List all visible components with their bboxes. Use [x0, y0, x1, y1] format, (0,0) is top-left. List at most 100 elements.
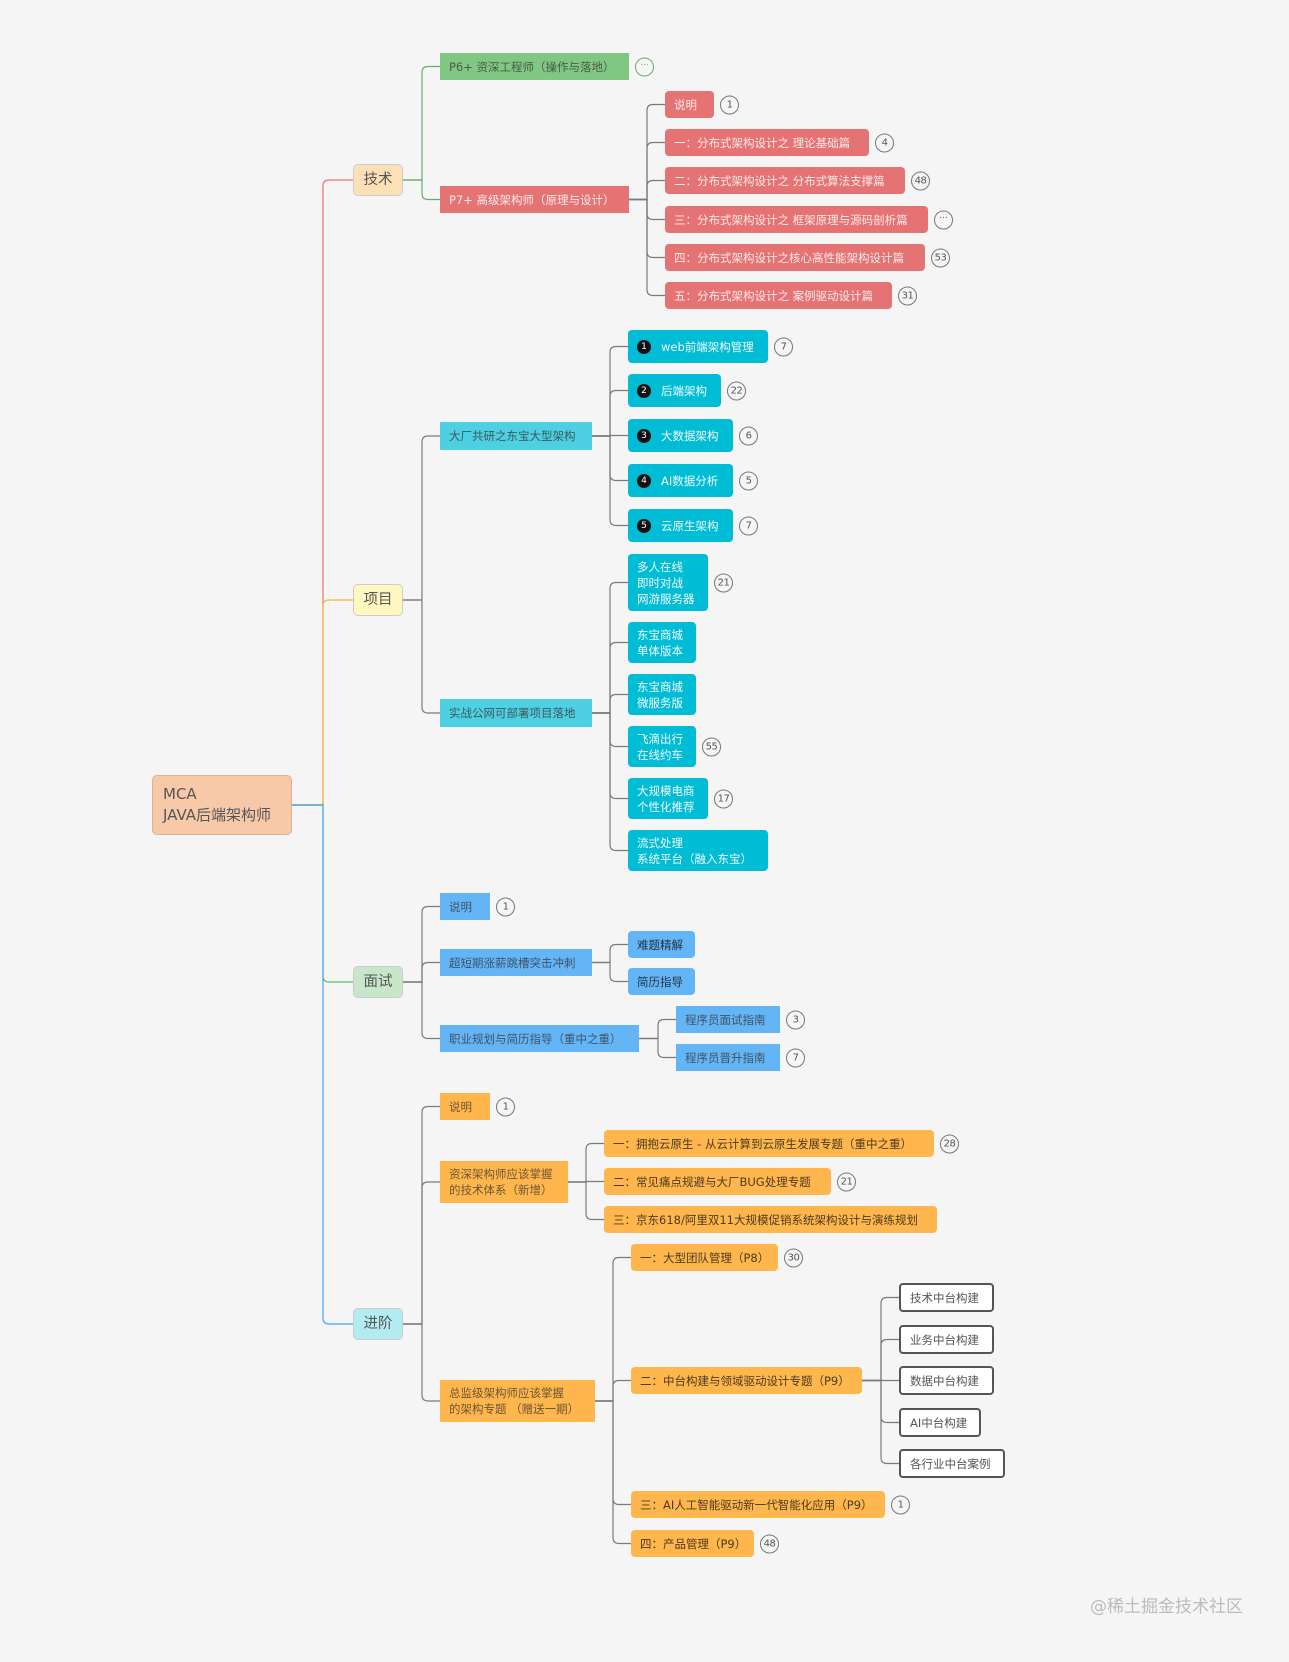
node-director[interactable]: 总监级架构师应该掌握 的架构专题 （赠送一期）	[440, 1380, 595, 1422]
count-badge[interactable]: 4	[875, 133, 894, 152]
node-career[interactable]: 职业规划与简历指导（重中之重）	[440, 1025, 639, 1052]
connector-line	[595, 1256, 631, 1402]
list-item[interactable]: 流式处理 系统平台（融入东宝）	[628, 830, 768, 871]
node-dachang[interactable]: 大厂共研之东宝大型架构	[440, 422, 592, 450]
list-item[interactable]: 三：AI人工智能驱动新一代智能化应用（P9） 1	[631, 1491, 910, 1518]
list-item[interactable]: 简历指导	[628, 968, 695, 995]
list-item[interactable]: 飞滴出行 在线约车 55	[628, 726, 721, 767]
list-item[interactable]: 三：分布式架构设计之 框架原理与源码剖析篇 ···	[665, 206, 953, 233]
count-badge[interactable]: 21	[714, 573, 733, 592]
number-icon: 5	[637, 518, 651, 533]
count-badge[interactable]: 7	[774, 337, 793, 356]
count-badge[interactable]: 21	[837, 1172, 856, 1191]
list-item[interactable]: 二：常见痛点规避与大厂BUG处理专题 21	[604, 1168, 856, 1195]
list-item[interactable]: 多人在线 即时对战 网游服务器 21	[628, 554, 733, 611]
node-label: 流式处理 系统平台（融入东宝）	[637, 835, 752, 866]
count-badge[interactable]: 7	[739, 516, 758, 535]
connector-line	[592, 961, 628, 983]
node-label: 技术中台构建	[910, 1290, 979, 1305]
list-item[interactable]: 4 AI数据分析 5	[628, 464, 758, 497]
list-item[interactable]: 三：京东618/阿里双11大规模促销系统架构设计与演练规划	[604, 1206, 937, 1233]
list-item[interactable]: 3 大数据架构 6	[628, 419, 758, 452]
count-badge[interactable]: 22	[727, 381, 746, 400]
count-badge[interactable]: 1	[891, 1495, 910, 1514]
connector-line	[592, 943, 628, 964]
list-item[interactable]: 东宝商城 单体版本	[628, 622, 696, 663]
count-badge[interactable]: 53	[931, 248, 950, 267]
count-badge[interactable]: 55	[702, 737, 721, 756]
count-badge[interactable]: 48	[911, 171, 930, 190]
count-badge[interactable]: 7	[786, 1048, 805, 1067]
list-item[interactable]: 二：中台构建与领域驱动设计专题（P9）	[631, 1367, 862, 1394]
connector-line	[592, 693, 628, 714]
connector-line	[595, 1400, 631, 1545]
node-p6[interactable]: P6+ 资深工程师（操作与落地） ···	[440, 53, 654, 80]
list-item[interactable]: 程序员面试指南 3	[676, 1006, 805, 1033]
node-label: 三：分布式架构设计之 框架原理与源码剖析篇	[674, 212, 908, 227]
list-item[interactable]: 二：分布式架构设计之 分布式算法支撑篇 48	[665, 167, 930, 194]
count-badge[interactable]: 48	[760, 1534, 779, 1553]
count-badge[interactable]: 28	[940, 1134, 959, 1153]
node-label: 云原生架构	[661, 518, 719, 533]
node-label: 程序员晋升指南	[685, 1050, 766, 1065]
list-item[interactable]: 数据中台构建	[899, 1366, 994, 1395]
node-senior[interactable]: 资深架构师应该掌握 的技术体系（新增）	[440, 1161, 568, 1203]
count-badge[interactable]: 30	[784, 1248, 803, 1267]
node-label: 实战公网可部署项目落地	[449, 706, 576, 720]
list-item[interactable]: AI中台构建	[899, 1408, 981, 1437]
root-topic[interactable]: MCA JAVA后端架构师	[152, 775, 292, 835]
list-item[interactable]: 大规模电商 个性化推荐 17	[628, 778, 733, 819]
connector-line	[403, 1181, 440, 1325]
branch-project[interactable]: 项目	[353, 584, 403, 616]
node-label: 说明	[449, 1099, 472, 1114]
connector-line	[592, 641, 628, 714]
number-icon: 4	[637, 473, 651, 488]
count-badge[interactable]: 31	[898, 286, 917, 305]
connector-line	[292, 804, 353, 1325]
node-label: 飞滴出行 在线约车	[637, 731, 683, 762]
list-item[interactable]: 程序员晋升指南 7	[676, 1044, 805, 1071]
count-badge[interactable]: 17	[714, 789, 733, 808]
node-sprint[interactable]: 超短期涨薪跳槽突击冲刺	[440, 949, 592, 976]
count-badge[interactable]: 5	[739, 471, 758, 490]
count-badge[interactable]: 3	[786, 1010, 805, 1029]
node-label: 一：大型团队管理（P8）	[640, 1250, 770, 1265]
count-badge[interactable]: 1	[496, 1097, 515, 1116]
node-p7[interactable]: P7+ 高级架构师（原理与设计）	[440, 186, 629, 213]
list-item[interactable]: 一：拥抱云原生 - 从云计算到云原生发展专题（重中之重） 28	[604, 1130, 959, 1157]
count-badge[interactable]: 1	[496, 897, 515, 916]
node-interview-intro[interactable]: 说明 1	[440, 893, 515, 920]
node-label: web前端架构管理	[661, 339, 754, 354]
list-item[interactable]: 技术中台构建	[899, 1283, 994, 1312]
list-item[interactable]: 东宝商城 微服务版	[628, 674, 696, 715]
connector-line	[629, 179, 665, 201]
list-item[interactable]: 说明 1	[665, 91, 739, 118]
more-icon[interactable]: ···	[635, 57, 654, 76]
list-item[interactable]: 一：大型团队管理（P8） 30	[631, 1244, 803, 1271]
list-item[interactable]: 四：产品管理（P9） 48	[631, 1530, 779, 1557]
count-badge[interactable]: 1	[720, 95, 739, 114]
node-advanced-intro[interactable]: 说明 1	[440, 1093, 515, 1120]
list-item[interactable]: 2 后端架构 22	[628, 374, 746, 407]
list-item[interactable]: 难题精解	[628, 931, 695, 958]
node-label: 程序员面试指南	[685, 1012, 766, 1027]
node-label: P7+ 高级架构师（原理与设计）	[449, 192, 615, 207]
list-item[interactable]: 四：分布式架构设计之核心高性能架构设计篇 53	[665, 244, 950, 271]
list-item[interactable]: 各行业中台案例	[899, 1449, 1005, 1478]
node-label: 职业规划与简历指导（重中之重）	[449, 1031, 622, 1046]
list-item[interactable]: 5 云原生架构 7	[628, 509, 758, 542]
branch-interview[interactable]: 面试	[353, 966, 403, 998]
list-item[interactable]: 五：分布式架构设计之 案例驱动设计篇 31	[665, 282, 917, 309]
connector-line	[592, 389, 628, 437]
node-shizhan[interactable]: 实战公网可部署项目落地	[440, 699, 592, 727]
node-label: 东宝商城 单体版本	[637, 627, 683, 658]
branch-advanced[interactable]: 进阶	[353, 1308, 403, 1340]
list-item[interactable]: 业务中台构建	[899, 1325, 994, 1354]
count-badge[interactable]: 6	[739, 426, 758, 445]
list-item[interactable]: 1 web前端架构管理 7	[628, 330, 793, 363]
more-icon[interactable]: ···	[934, 210, 953, 229]
list-item[interactable]: 一：分布式架构设计之 理论基础篇 4	[665, 129, 894, 156]
connector-line	[403, 65, 440, 181]
branch-tech[interactable]: 技术	[353, 164, 403, 196]
node-label: 大规模电商 个性化推荐	[637, 783, 695, 814]
